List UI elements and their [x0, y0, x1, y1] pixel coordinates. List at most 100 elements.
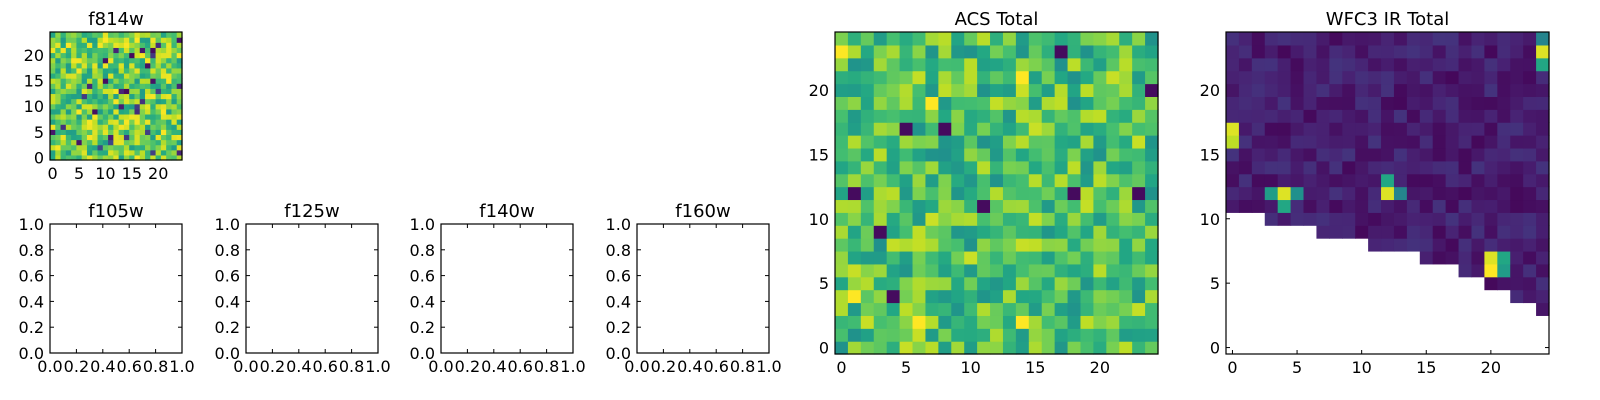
heatmap-cell — [912, 96, 927, 110]
heatmap-cell — [1393, 225, 1408, 239]
heatmap-cell — [990, 96, 1004, 110]
heatmap-cell — [886, 212, 901, 226]
heatmap-cell — [1015, 44, 1030, 59]
heatmap-cell — [1106, 160, 1120, 175]
heatmap-cell — [1119, 250, 1133, 265]
heatmap-cell — [65, 88, 72, 95]
heatmap-cell — [1510, 109, 1524, 123]
heatmap-cell — [951, 302, 965, 316]
heatmap-cell — [160, 134, 167, 141]
heatmap-cell — [938, 32, 952, 46]
heatmap-cell — [86, 139, 93, 146]
heatmap-cell — [1106, 212, 1120, 226]
heatmap-cell — [60, 72, 67, 79]
heatmap-cell — [886, 109, 901, 123]
heatmap-cell — [1445, 57, 1460, 72]
heatmap-cell — [76, 42, 83, 48]
heatmap-cell — [76, 139, 83, 146]
heatmap-cell — [1015, 328, 1030, 342]
heatmap-cell — [81, 62, 88, 69]
heatmap-cell — [71, 103, 77, 110]
heatmap-cell — [1067, 70, 1082, 85]
heatmap-cell — [1132, 199, 1146, 213]
heatmap-cell — [118, 67, 125, 74]
heatmap-cell — [1316, 122, 1330, 136]
heatmap-cell — [129, 32, 136, 38]
heatmap-cell — [1406, 225, 1421, 239]
heatmap-cell — [134, 47, 141, 54]
heatmap-cell — [1406, 32, 1421, 46]
heatmap-cell — [160, 144, 167, 151]
heatmap-cell — [1106, 173, 1120, 188]
heatmap-cell — [873, 289, 888, 304]
heatmap-cell — [1445, 238, 1460, 252]
heatmap-cell — [873, 147, 888, 162]
heatmap-cell — [113, 139, 120, 146]
heatmap-cell — [1238, 70, 1253, 85]
heatmap-cell — [150, 57, 157, 64]
heatmap-cell — [1093, 225, 1107, 239]
heatmap-cell — [123, 42, 130, 48]
heatmap-cell — [1015, 289, 1030, 304]
heatmap-cell — [1290, 160, 1305, 175]
heatmap-cell — [113, 98, 120, 105]
heatmap-cell — [1106, 83, 1120, 97]
heatmap-cell — [1132, 70, 1146, 85]
heatmap-cell — [1002, 96, 1017, 110]
heatmap-cell — [113, 67, 120, 74]
heatmap-cell — [964, 83, 978, 97]
heatmap-cell — [1406, 109, 1421, 123]
heatmap-cell — [60, 88, 67, 95]
heatmap-cell — [171, 103, 178, 110]
heatmap-cell — [1536, 147, 1550, 162]
heatmap-cell — [160, 32, 167, 38]
heatmap-cell — [951, 83, 965, 97]
heatmap-cell — [1015, 199, 1030, 213]
heatmap-cell — [65, 67, 72, 74]
heatmap-cell — [925, 289, 939, 304]
heatmap-cell — [1145, 109, 1159, 123]
heatmap-cell — [835, 135, 849, 149]
heatmap-cell — [938, 96, 952, 110]
heatmap-cell — [835, 341, 849, 355]
heatmap-cell — [1471, 57, 1485, 72]
heatmap-cell — [977, 212, 991, 226]
heatmap-cell — [76, 149, 83, 156]
heatmap-cell — [86, 144, 93, 151]
heatmap-cell — [1041, 315, 1056, 329]
heatmap-cell — [81, 129, 88, 135]
heatmap-cell — [113, 62, 120, 69]
heatmap-cell — [1368, 160, 1382, 175]
heatmap-cell — [102, 47, 109, 54]
heatmap-cell — [166, 52, 173, 59]
heatmap-cell — [873, 135, 888, 149]
heatmap-cell — [860, 289, 875, 304]
heatmap-cell — [60, 57, 67, 64]
heatmap-cell — [129, 144, 136, 151]
heatmap-cell — [1251, 186, 1266, 201]
heatmap-cell — [835, 276, 849, 291]
heatmap-cell — [55, 57, 62, 64]
heatmap-cell — [1041, 341, 1056, 355]
heatmap-cell — [899, 212, 914, 226]
x-tick-label: 0 — [1227, 358, 1237, 377]
heatmap-cell — [1015, 32, 1030, 46]
heatmap-cell — [1067, 160, 1082, 175]
heatmap-cell — [123, 154, 130, 161]
heatmap-cell — [1264, 70, 1279, 85]
heatmap-cell — [899, 276, 914, 291]
heatmap-cell — [166, 62, 173, 69]
heatmap-cell — [1484, 263, 1498, 278]
heatmap-cell — [145, 149, 151, 156]
heatmap-cell — [925, 341, 939, 355]
heatmap-cell — [86, 88, 93, 95]
heatmap-cell — [1536, 302, 1550, 316]
heatmap-cell — [97, 119, 104, 125]
heatmap-cell — [964, 302, 978, 316]
heatmap-cell — [1316, 83, 1330, 97]
heatmap-cell — [1264, 122, 1279, 136]
heatmap-cell — [938, 173, 952, 188]
heatmap-cell — [71, 72, 77, 79]
heatmap-cell — [55, 52, 62, 59]
